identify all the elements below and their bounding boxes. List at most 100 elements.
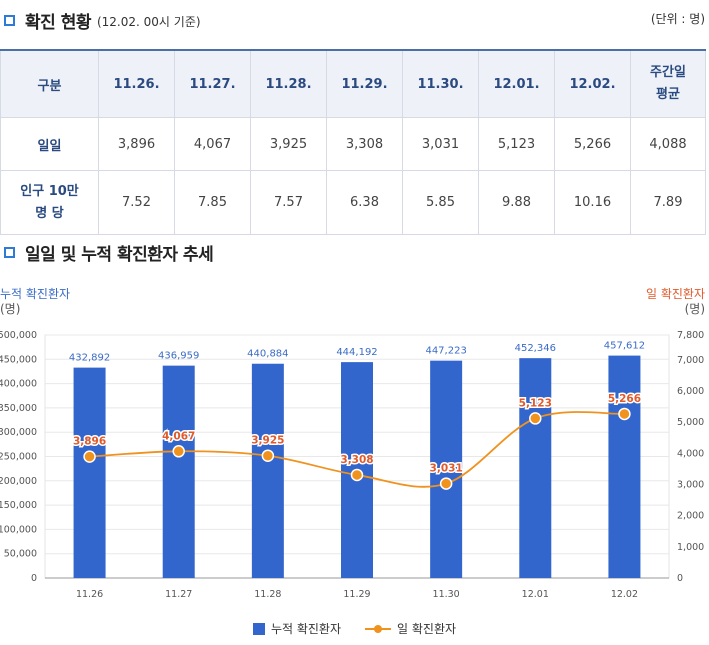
legend-bar-swatch xyxy=(252,622,265,635)
left-tick-label: 200,000 xyxy=(0,476,37,487)
left-axis-unit: (명) xyxy=(0,302,20,316)
bar-data-label: 452,346 xyxy=(515,343,556,354)
line-point xyxy=(529,412,542,425)
line-data-label: 3,308 xyxy=(340,454,373,466)
line-point xyxy=(350,468,364,482)
right-tick-label: 4,000 xyxy=(677,448,704,459)
table-cell: 3,925 xyxy=(250,117,327,171)
left-tick-label: 450,000 xyxy=(0,354,37,365)
table-cell: 9.88 xyxy=(478,170,555,235)
table-cell: 5.85 xyxy=(402,170,479,235)
bar-data-label: 440,884 xyxy=(247,349,288,360)
table-cell: 7.85 xyxy=(174,170,251,235)
section-title: 일일 및 누적 확진환자 추세 xyxy=(25,245,214,265)
right-axis-unit: (명) xyxy=(685,302,705,316)
x-tick-label: 12.01 xyxy=(522,589,549,600)
bar xyxy=(73,367,106,578)
right-tick-label: 6,000 xyxy=(677,386,704,397)
line-point xyxy=(261,449,275,462)
table-cell: 10.16 xyxy=(554,170,631,235)
line-data-label: 3,925 xyxy=(251,435,284,447)
legend-bar-label: 누적 확진환자 xyxy=(270,622,342,636)
header-cell: 12.01. xyxy=(478,49,555,118)
table-cell: 4,067 xyxy=(174,117,251,171)
header-cell: 11.30. xyxy=(402,49,479,118)
unit-label: (단위 : 명) xyxy=(650,12,705,26)
header-cell: 12.02. xyxy=(554,49,631,118)
square-bullet-icon xyxy=(4,247,15,258)
line-data-label: 4,067 xyxy=(162,430,195,442)
table-cell: 5,266 xyxy=(554,117,631,171)
row-label: 일일 xyxy=(0,117,99,171)
table-row: 인구 10만 명 당 7.52 7.85 7.57 6.38 5.85 9.88… xyxy=(0,170,706,235)
table-cell: 6.38 xyxy=(326,170,403,235)
left-tick-label: 300,000 xyxy=(0,427,37,438)
line-data-label: 5,266 xyxy=(608,393,641,405)
line-data-label: 3,896 xyxy=(73,436,106,448)
square-bullet-icon xyxy=(4,15,15,26)
right-tick-label: 0 xyxy=(677,573,683,584)
section-trend-header: 일일 및 누적 확진환자 추세 xyxy=(0,240,214,265)
table-row: 일일 3,896 4,067 3,925 3,308 3,031 5,123 5… xyxy=(0,117,706,171)
right-tick-label: 5,000 xyxy=(677,417,704,428)
bar-data-label: 447,223 xyxy=(425,346,466,357)
bar-data-label: 432,892 xyxy=(69,353,110,364)
bar-data-label: 436,959 xyxy=(158,351,199,362)
left-axis-title: 누적 확진환자 xyxy=(0,287,70,301)
bar xyxy=(430,360,463,578)
chart-legend: 누적 확진환자 일 확진환자 xyxy=(0,620,709,637)
line-point xyxy=(439,477,453,490)
line-point xyxy=(83,450,96,463)
table-cell: 7.89 xyxy=(630,170,706,235)
legend-line-label: 일 확진환자 xyxy=(397,622,457,636)
table-cell: 5,123 xyxy=(478,117,555,171)
right-tick-label: 7,800 xyxy=(677,330,704,341)
header-cell: 11.26. xyxy=(98,49,175,118)
left-tick-label: 150,000 xyxy=(0,500,37,511)
legend-item-bar: 누적 확진환자 xyxy=(252,620,342,637)
table-cell: 3,896 xyxy=(98,117,175,171)
header-cell: 11.28. xyxy=(250,49,327,118)
line-data-label: 5,123 xyxy=(519,397,552,409)
left-tick-label: 250,000 xyxy=(0,452,37,463)
x-tick-label: 11.29 xyxy=(343,589,370,600)
header-cell-weekly-avg: 주간일 평균 xyxy=(630,49,706,118)
table-cell: 4,088 xyxy=(630,117,706,171)
table-cell: 3,308 xyxy=(326,117,403,171)
table-cell: 7.52 xyxy=(98,170,175,235)
table-cell: 3,031 xyxy=(402,117,479,171)
section-confirmed-status-header: 확진 현황 (12.02. 00시 기준) xyxy=(0,8,201,33)
right-tick-label: 3,000 xyxy=(677,480,704,491)
bar xyxy=(251,363,284,578)
table-header-row: 구분 11.26. 11.27. 11.28. 11.29. 11.30. 12… xyxy=(0,49,706,118)
bar xyxy=(608,355,641,578)
header-cell: 구분 xyxy=(0,49,99,118)
table-cell: 7.57 xyxy=(250,170,327,235)
left-tick-label: 500,000 xyxy=(0,330,37,341)
x-tick-label: 11.27 xyxy=(165,589,192,600)
x-tick-label: 11.28 xyxy=(254,589,281,600)
line-point xyxy=(618,407,631,421)
bar-data-label: 444,192 xyxy=(336,347,377,358)
header-cell: 11.27. xyxy=(174,49,251,118)
right-axis-title: 일 확진환자 xyxy=(646,287,705,301)
trend-chart: 0 50,000 100,000 150,000 200,000 250,000 300,0… xyxy=(0,287,705,600)
legend-line-swatch xyxy=(365,624,392,633)
right-tick-label: 2,000 xyxy=(677,511,704,522)
bar-data-label: 457,612 xyxy=(604,341,645,352)
left-tick-label: 400,000 xyxy=(0,379,37,390)
right-tick-label: 1,000 xyxy=(677,542,704,553)
x-tick-label: 12.02 xyxy=(611,589,638,600)
legend-item-line: 일 확진환자 xyxy=(365,620,456,637)
line-point xyxy=(172,445,185,458)
bar xyxy=(162,365,195,578)
x-tick-label: 11.26 xyxy=(76,589,103,600)
left-tick-label: 50,000 xyxy=(4,549,37,560)
row-label: 인구 10만 명 당 xyxy=(0,170,99,235)
x-tick-label: 11.30 xyxy=(433,589,460,600)
right-tick-label: 7,000 xyxy=(677,355,704,366)
section-subtitle: (12.02. 00시 기준) xyxy=(96,15,201,29)
left-tick-label: 350,000 xyxy=(0,403,37,414)
section-title: 확진 현황 xyxy=(25,13,91,33)
line-data-label: 3,031 xyxy=(430,463,463,475)
